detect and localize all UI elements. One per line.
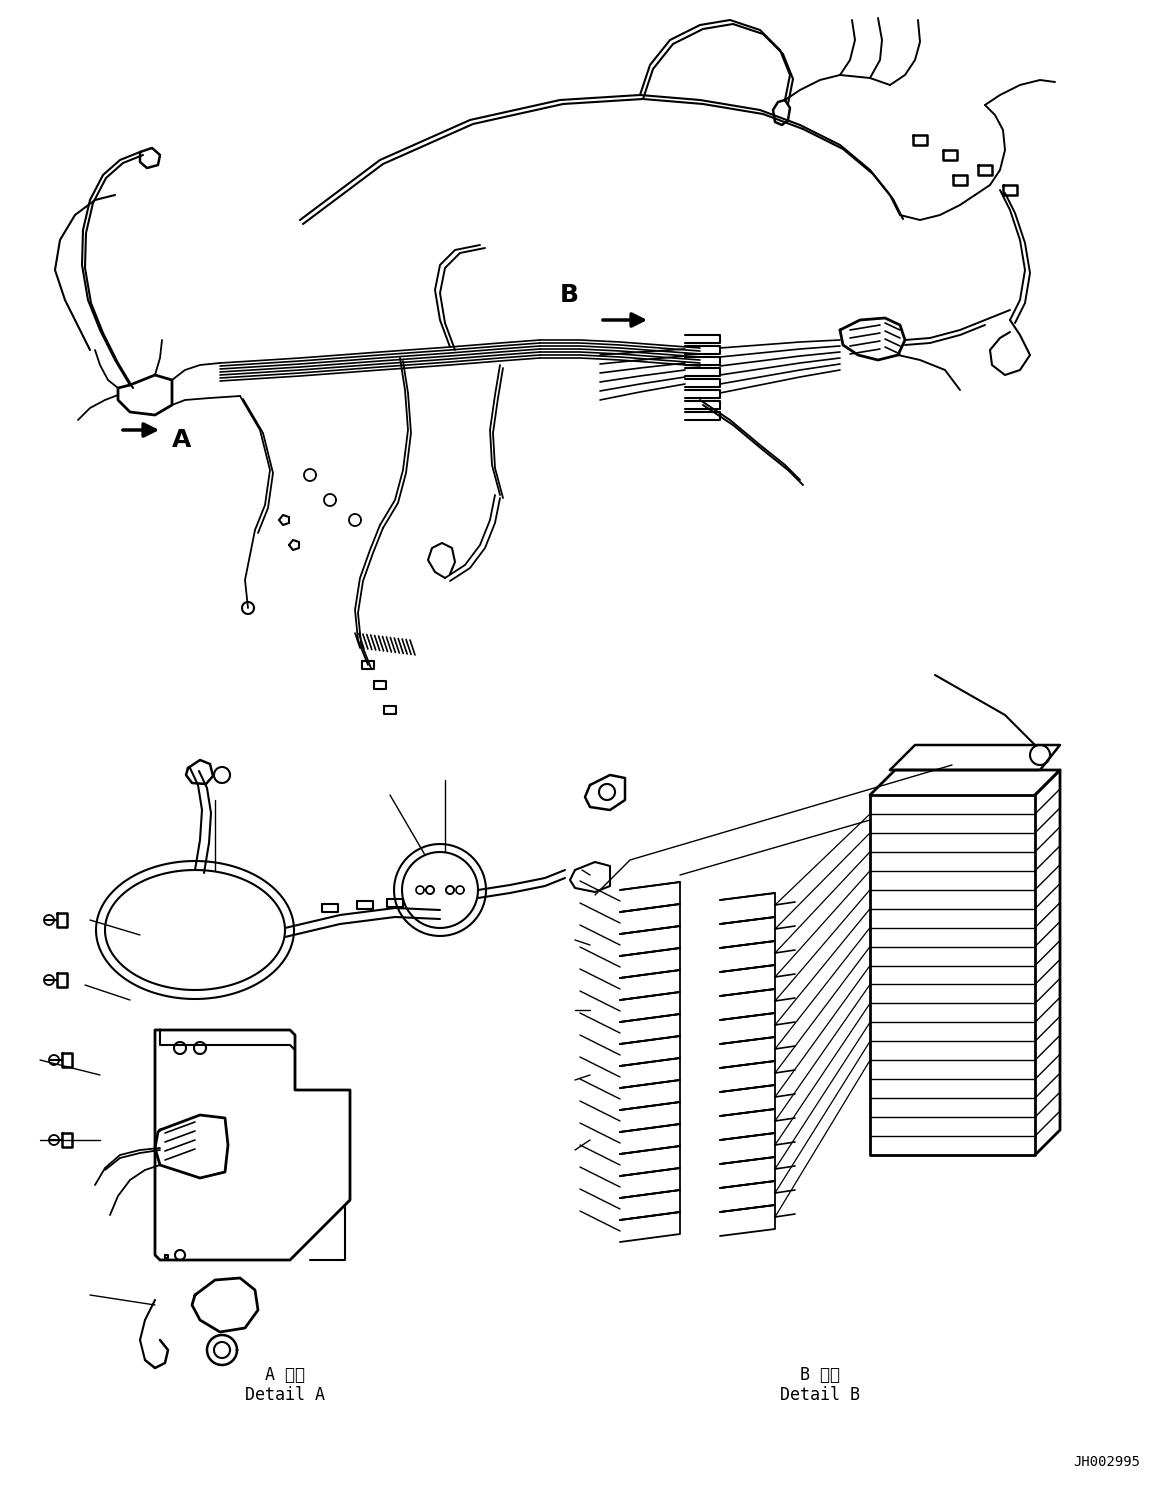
Text: A 詳細: A 詳細: [265, 1366, 305, 1384]
Text: Detail A: Detail A: [245, 1385, 324, 1405]
Text: Detail B: Detail B: [780, 1385, 859, 1405]
Text: JH002995: JH002995: [1073, 1455, 1140, 1469]
Text: A: A: [172, 429, 192, 452]
Text: B 詳細: B 詳細: [800, 1366, 840, 1384]
Text: B: B: [561, 283, 579, 307]
